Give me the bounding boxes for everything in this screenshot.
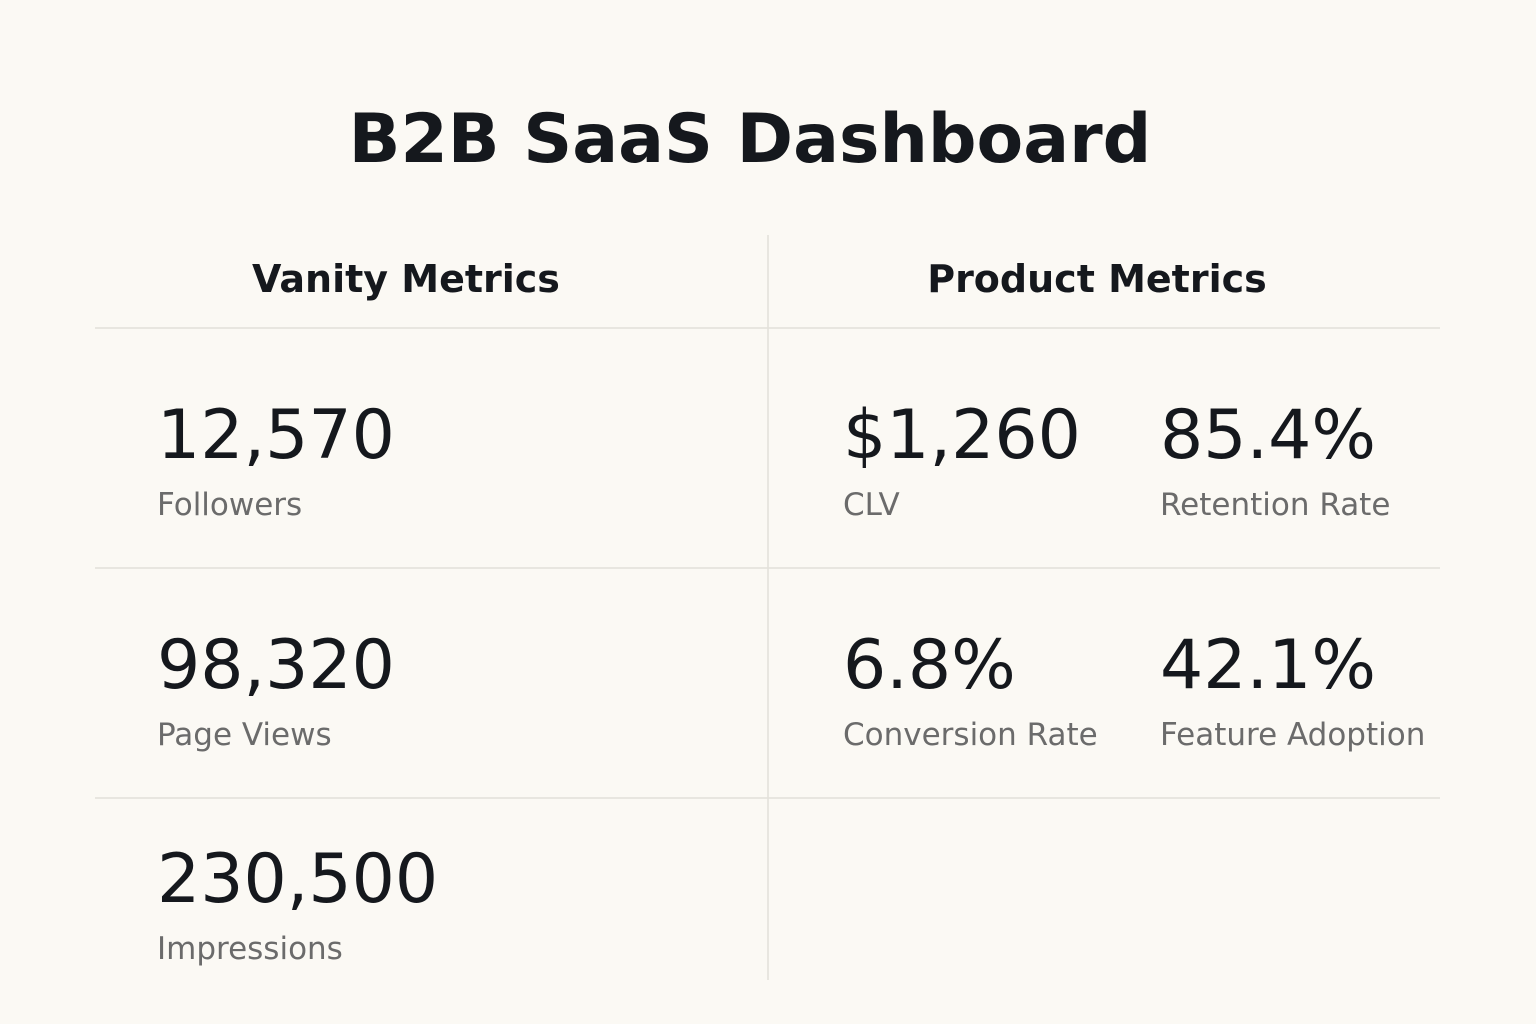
metric-value: 230,500 xyxy=(157,840,438,919)
metric-value: 12,570 xyxy=(157,396,395,475)
metric-value: $1,260 xyxy=(843,396,1081,475)
metric-value: 98,320 xyxy=(157,626,395,705)
page-title: B2B SaaS Dashboard xyxy=(349,100,1152,179)
metric-label: Feature Adoption xyxy=(1160,717,1425,753)
section-heading: Product Metrics xyxy=(927,257,1267,301)
metric-label: Retention Rate xyxy=(1160,487,1390,523)
section-heading: Vanity Metrics xyxy=(252,257,560,301)
metric-label: Conversion Rate xyxy=(843,717,1098,753)
metric-value: 6.8% xyxy=(843,626,1016,705)
metric-label: CLV xyxy=(843,487,900,523)
metric-label: Impressions xyxy=(157,931,343,967)
metric-value: 42.1% xyxy=(1160,626,1376,705)
metric-value: 85.4% xyxy=(1160,396,1376,475)
metric-label: Page Views xyxy=(157,717,332,753)
metric-label: Followers xyxy=(157,487,302,523)
